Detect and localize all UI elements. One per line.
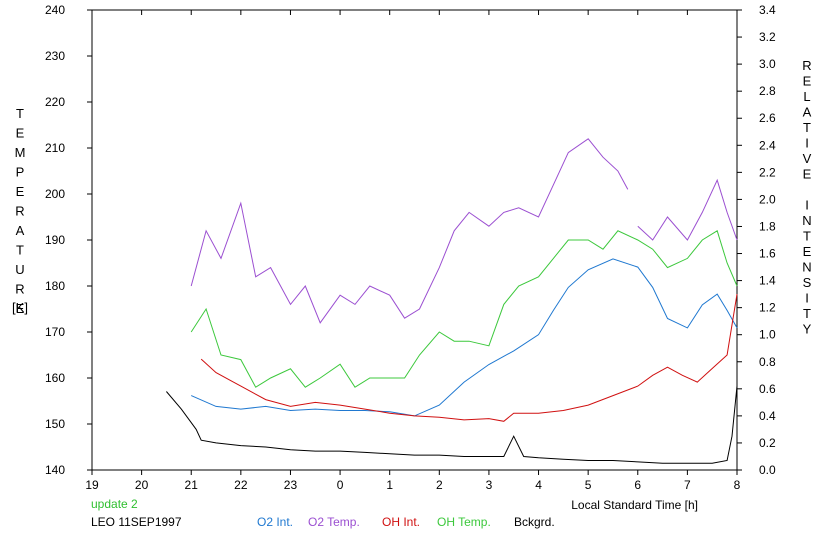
y-left-tick-label: 140 [45, 463, 65, 477]
y-right-tick-label: 1.0 [759, 328, 776, 342]
legend-entry-oh-temp: OH Temp. [437, 515, 491, 529]
y-right-title-letter: A [803, 105, 812, 120]
y-right-tick-label: 3.0 [759, 57, 776, 71]
y-right-tick-label: 2.6 [759, 111, 776, 125]
y-right-title-letter: T [803, 306, 811, 321]
series-line-oh-int [200, 294, 738, 422]
y-right-title-letter: N [802, 260, 811, 275]
series-lines [166, 138, 738, 464]
y-left-tick-label: 220 [45, 95, 65, 109]
y-left-tick-label: 240 [45, 3, 65, 17]
x-tick-label: 1 [386, 478, 393, 492]
series-line-o2-int [191, 258, 738, 417]
x-tick-label: 0 [337, 478, 344, 492]
y-left-title-letter: E [16, 126, 25, 141]
y-right-tick-label: 2.8 [759, 84, 776, 98]
y-right-title-letter: V [803, 151, 812, 166]
y-right-title-letter: T [803, 120, 811, 135]
series-line-o2-temp [637, 178, 738, 241]
y-left-title-letter: E [16, 301, 25, 316]
y-left-title-letter: P [16, 165, 25, 180]
y-right-title-letter: T [803, 229, 811, 244]
x-tick-label: 22 [234, 478, 248, 492]
legend: O2 Int. O2 Temp. OH Int. OH Temp. Bckgrd. [257, 515, 555, 529]
axes: 19 20 21 22 23 0 1 2 3 4 5 6 7 8140150160170180190200… [45, 3, 776, 492]
x-tick-label: 19 [85, 478, 99, 492]
station-date-annotation: LEO 11SEP1997 [91, 515, 182, 529]
y-right-tick-label: 1.6 [759, 247, 776, 261]
y-right-title-letter: R [802, 58, 811, 73]
y-left-title-letter: R [15, 282, 24, 297]
y-left-title-letter: T [16, 243, 24, 258]
y-right-tick-label: 0.0 [759, 463, 776, 477]
y-right-title-letter: N [802, 213, 811, 228]
y-left-unit: [K] [12, 300, 28, 315]
legend-entry-bckgrd: Bckgrd. [514, 515, 555, 529]
y-right-tick-label: 2.0 [759, 192, 776, 206]
y-left-title-letter: U [15, 262, 24, 277]
x-tick-label: 6 [634, 478, 641, 492]
y-right-title-letter: I [805, 291, 809, 306]
x-tick-label: 3 [486, 478, 493, 492]
y-right-title-letter: I [805, 136, 809, 151]
legend-entry-o2-temp: O2 Temp. [308, 515, 360, 529]
y-right-tick-label: 3.4 [759, 3, 776, 17]
x-axis-title: Local Standard Time [h] [571, 498, 698, 512]
y-right-tick-label: 3.2 [759, 30, 776, 44]
y-left-tick-label: 170 [45, 325, 65, 339]
y-left-tick-label: 230 [45, 49, 65, 63]
y-right-tick-label: 1.4 [759, 274, 776, 288]
y-left-title-letter: R [15, 204, 24, 219]
y-right-tick-label: 1.8 [759, 219, 776, 233]
y-right-title-letter: E [803, 244, 812, 259]
x-tick-label: 23 [284, 478, 298, 492]
y-left-tick-label: 180 [45, 279, 65, 293]
y-right-tick-label: 2.4 [759, 138, 776, 152]
update-annotation: update 2 [91, 497, 138, 511]
legend-entry-oh-int: OH Int. [382, 515, 420, 529]
y-right-tick-label: 0.6 [759, 382, 776, 396]
x-tick-label: 7 [684, 478, 691, 492]
y-right-title-letter: S [803, 275, 812, 290]
y-right-tick-label: 2.2 [759, 165, 776, 179]
plot-frame [91, 9, 738, 471]
x-tick-label: 20 [135, 478, 149, 492]
y-left-title-letter: E [16, 184, 25, 199]
y-left-title-letter: M [15, 145, 26, 160]
series-line-bckgrd [166, 386, 738, 464]
x-tick-label: 4 [535, 478, 542, 492]
y-right-title-letter: L [803, 89, 810, 104]
y-right-title-letter: Y [803, 322, 812, 337]
y-right-tick-label: 0.8 [759, 355, 776, 369]
y-right-tick-label: 0.4 [759, 409, 776, 423]
y-left-tick-label: 210 [45, 141, 65, 155]
y-left-tick-label: 160 [45, 371, 65, 385]
x-tick-label: 8 [734, 478, 741, 492]
x-tick-label: 21 [185, 478, 199, 492]
x-tick-label: 2 [436, 478, 443, 492]
legend-entry-o2-int: O2 Int. [257, 515, 293, 529]
y-right-tick-label: 0.2 [759, 436, 776, 450]
series-line-oh-temp [190, 230, 738, 388]
x-tick-label: 5 [585, 478, 592, 492]
y-left-tick-label: 190 [45, 233, 65, 247]
y-left-title-letter: A [16, 223, 25, 238]
y-right-title-letter: E [803, 167, 812, 182]
y-left-tick-label: 200 [45, 187, 65, 201]
y-right-tick-label: 1.2 [759, 301, 776, 315]
y-right-title-letter: I [805, 198, 809, 213]
series-line-o2-temp [190, 138, 629, 324]
y-left-tick-label: 150 [45, 417, 65, 431]
y-left-title-letter: T [16, 106, 24, 121]
y-right-title-letter: E [803, 74, 812, 89]
